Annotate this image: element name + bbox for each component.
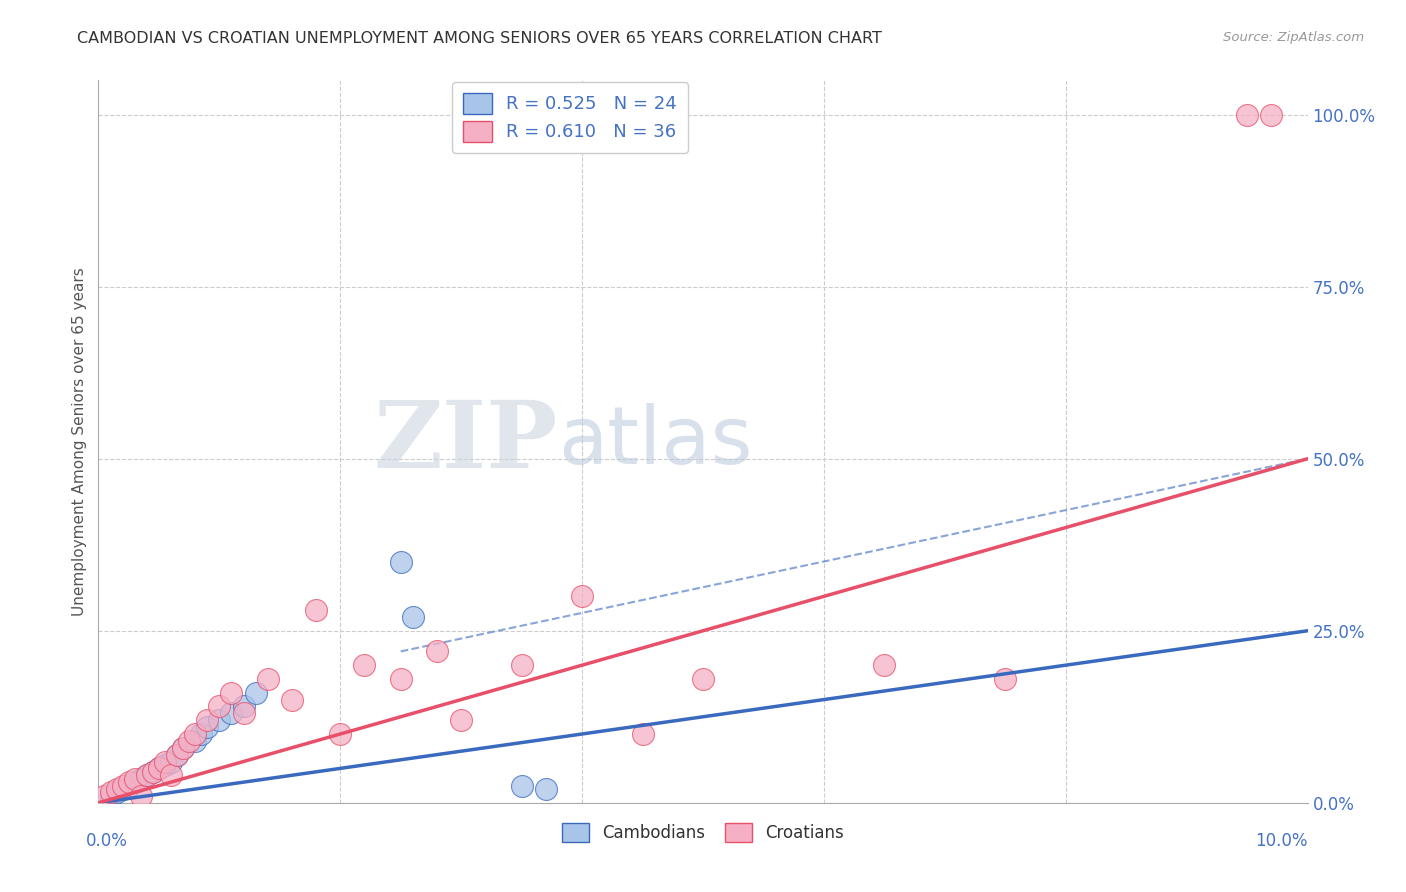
Point bbox=[195, 713, 218, 727]
Text: atlas: atlas bbox=[558, 402, 752, 481]
Point bbox=[105, 782, 128, 797]
Point bbox=[1260, 108, 1282, 122]
Point bbox=[148, 761, 170, 775]
Point bbox=[160, 755, 183, 769]
Point bbox=[179, 734, 201, 748]
Point bbox=[389, 672, 412, 686]
Point bbox=[129, 789, 152, 803]
Point bbox=[153, 755, 176, 769]
Point bbox=[450, 713, 472, 727]
Point bbox=[172, 740, 194, 755]
Point bbox=[329, 727, 352, 741]
Point bbox=[190, 727, 212, 741]
Point bbox=[153, 758, 176, 772]
Point bbox=[195, 720, 218, 734]
Legend: Cambodians, Croatians: Cambodians, Croatians bbox=[555, 816, 851, 848]
Point bbox=[184, 727, 207, 741]
Point bbox=[534, 782, 557, 797]
Text: CAMBODIAN VS CROATIAN UNEMPLOYMENT AMONG SENIORS OVER 65 YEARS CORRELATION CHART: CAMBODIAN VS CROATIAN UNEMPLOYMENT AMONG… bbox=[77, 31, 882, 46]
Point bbox=[148, 761, 170, 775]
Point bbox=[994, 672, 1017, 686]
Point bbox=[135, 768, 157, 782]
Point bbox=[129, 772, 152, 786]
Point bbox=[208, 699, 231, 714]
Point bbox=[305, 603, 328, 617]
Point bbox=[184, 734, 207, 748]
Text: 0.0%: 0.0% bbox=[86, 831, 128, 850]
Point bbox=[172, 740, 194, 755]
Point bbox=[221, 686, 243, 700]
Point bbox=[142, 764, 165, 779]
Point bbox=[232, 699, 254, 714]
Point bbox=[105, 785, 128, 799]
Point bbox=[232, 706, 254, 721]
Point bbox=[571, 590, 593, 604]
Point bbox=[135, 768, 157, 782]
Text: 10.0%: 10.0% bbox=[1256, 831, 1308, 850]
Point bbox=[510, 658, 533, 673]
Point bbox=[208, 713, 231, 727]
Point bbox=[111, 782, 134, 797]
Point bbox=[256, 672, 278, 686]
Point bbox=[166, 747, 188, 762]
Point bbox=[100, 785, 122, 799]
Y-axis label: Unemployment Among Seniors over 65 years: Unemployment Among Seniors over 65 years bbox=[72, 268, 87, 615]
Point bbox=[166, 747, 188, 762]
Text: ZIP: ZIP bbox=[374, 397, 558, 486]
Point bbox=[873, 658, 896, 673]
Text: Source: ZipAtlas.com: Source: ZipAtlas.com bbox=[1223, 31, 1364, 45]
Point bbox=[142, 764, 165, 779]
Point bbox=[124, 775, 146, 789]
Point bbox=[124, 772, 146, 786]
Point bbox=[100, 789, 122, 803]
Point bbox=[510, 779, 533, 793]
Point bbox=[1236, 108, 1258, 122]
Point bbox=[118, 775, 141, 789]
Point bbox=[118, 779, 141, 793]
Point bbox=[631, 727, 654, 741]
Point bbox=[389, 555, 412, 569]
Point bbox=[245, 686, 267, 700]
Point bbox=[160, 768, 183, 782]
Point bbox=[426, 644, 449, 658]
Point bbox=[281, 692, 304, 706]
Point bbox=[111, 779, 134, 793]
Point bbox=[402, 610, 425, 624]
Point bbox=[93, 789, 115, 803]
Point bbox=[353, 658, 375, 673]
Point bbox=[221, 706, 243, 721]
Point bbox=[692, 672, 714, 686]
